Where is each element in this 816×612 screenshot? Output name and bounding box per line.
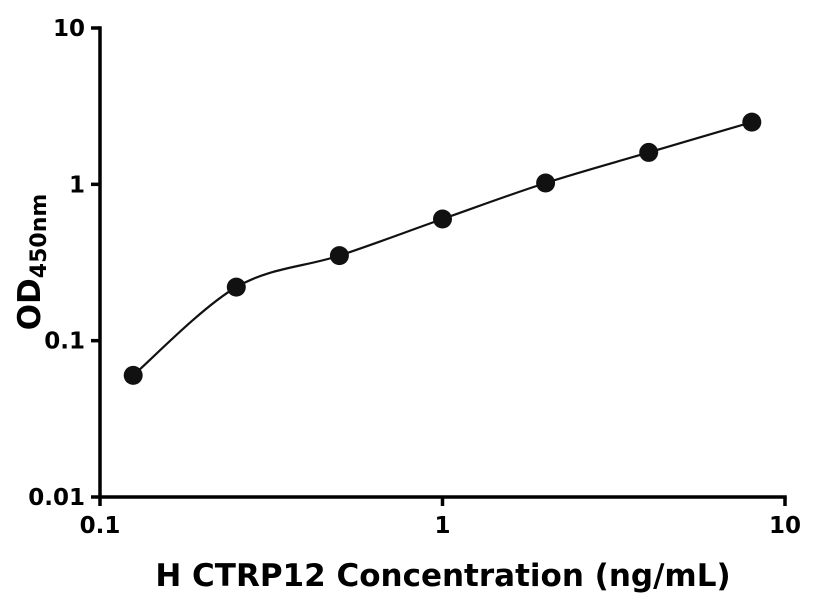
data-point: [329, 246, 349, 266]
y-axis-title-main: OD: [12, 278, 48, 330]
fit-curve: [132, 121, 753, 377]
x-axis-title: H CTRP12 Concentration (ng/mL): [155, 558, 730, 594]
data-point: [536, 173, 556, 193]
y-tick-label: 0.01: [28, 485, 85, 511]
y-tick-label: 0.1: [44, 329, 85, 355]
data-point: [226, 277, 246, 297]
y-tick-label: 1: [69, 172, 85, 198]
x-tick-label: 1: [434, 513, 450, 539]
y-tick-label: 10: [53, 16, 85, 42]
x-tick-label: 10: [769, 513, 801, 539]
data-point: [742, 112, 762, 132]
x-tick-label: 0.1: [80, 513, 121, 539]
data-point: [433, 209, 452, 229]
data-point: [639, 142, 659, 162]
y-axis-title-subscript: 450nm: [27, 194, 52, 279]
data-point: [123, 365, 143, 385]
y-axis-title: OD450nm: [12, 194, 52, 331]
axes: [98, 26, 787, 499]
